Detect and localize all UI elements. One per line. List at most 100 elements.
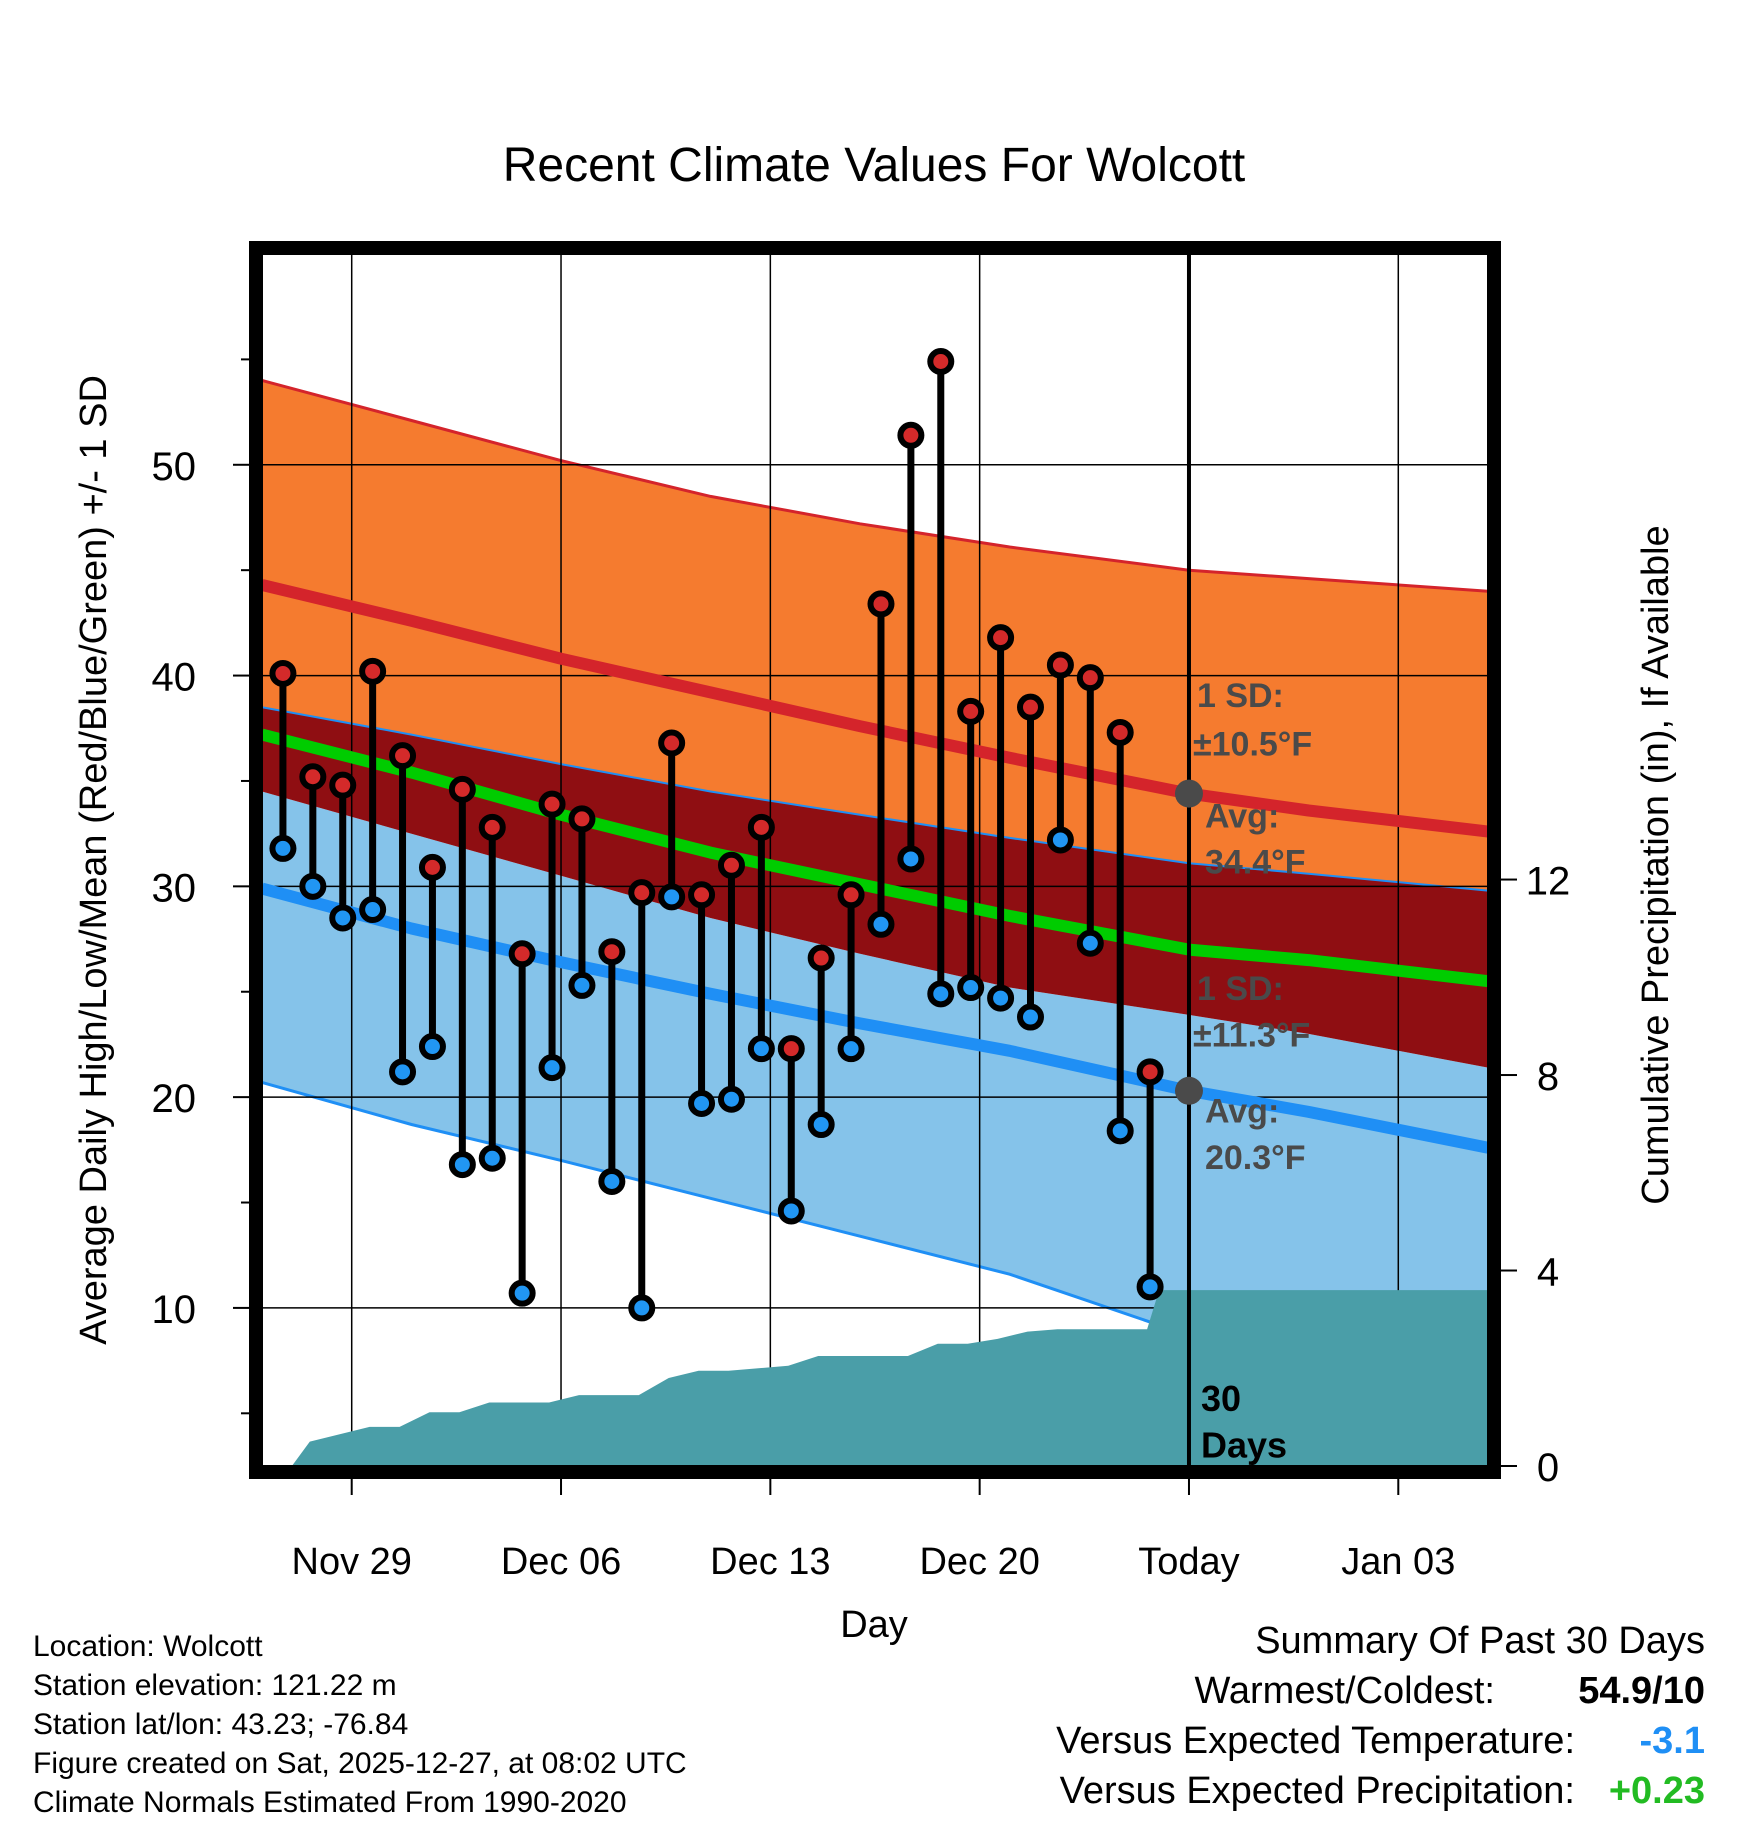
obs-low-point-9 <box>538 1054 566 1082</box>
high-sd-value: ±10.5°F <box>1193 726 1312 764</box>
y-tick-label-1: 20 <box>152 1077 197 1121</box>
summary-heading: Summary Of Past 30 Days <box>1255 1620 1705 1662</box>
obs-low-point-20 <box>867 910 895 938</box>
obs-low-point-28 <box>1106 1117 1134 1145</box>
obs-high-point-17 <box>777 1035 805 1063</box>
y-axis-label: Average Daily High/Low/Mean (Red/Blue/Gr… <box>73 375 115 1345</box>
obs-high-point-1 <box>299 763 327 791</box>
obs-high-point-26 <box>1046 651 1074 679</box>
obs-high-point-29 <box>1136 1058 1164 1086</box>
y2-tick-label-2: 8 <box>1537 1055 1559 1099</box>
high-avg-label: Avg: <box>1205 797 1279 835</box>
obs-low-point-14 <box>688 1089 716 1117</box>
obs-low-point-18 <box>807 1111 835 1139</box>
location-text: Location: Wolcott <box>33 1630 263 1663</box>
precip-area <box>291 1290 1488 1466</box>
obs-low-point-8 <box>508 1279 536 1307</box>
obs-high-point-14 <box>688 881 716 909</box>
high-avg-value: 34.4°F <box>1205 844 1306 882</box>
normal-high-line <box>262 579 1488 838</box>
x-axis-label: Day <box>840 1604 908 1646</box>
created-text: Figure created on Sat, 2025-12-27, at 08… <box>33 1747 687 1780</box>
obs-low-point-0 <box>269 834 297 862</box>
obs-low-point-15 <box>717 1085 745 1113</box>
obs-low-point-24 <box>987 984 1015 1012</box>
obs-low-point-23 <box>957 974 985 1002</box>
elevation-text: Station elevation: 121.22 m <box>33 1669 397 1702</box>
precip-label: Versus Expected Precipitation: <box>1059 1770 1575 1812</box>
obs-low-point-25 <box>1016 1003 1044 1031</box>
low-sd-label: 1 SD: <box>1197 970 1284 1008</box>
obs-low-point-7 <box>478 1144 506 1172</box>
x-tick-label-4: Today <box>1138 1541 1239 1583</box>
plot-frame <box>249 241 1501 1479</box>
low-sd-band <box>262 791 1488 1372</box>
chart-title: Recent Climate Values For Wolcott <box>503 139 1246 192</box>
obs-high-point-19 <box>837 881 865 909</box>
obs-high-point-18 <box>807 944 835 972</box>
obs-high-point-11 <box>598 938 626 966</box>
obs-low-point-1 <box>299 872 327 900</box>
obs-low-point-13 <box>658 883 686 911</box>
high-sd-band <box>262 380 1488 891</box>
temp-label: Versus Expected Temperature: <box>1056 1720 1575 1762</box>
obs-low-point-16 <box>747 1035 775 1063</box>
obs-low-point-19 <box>837 1035 865 1063</box>
obs-low-point-5 <box>418 1033 446 1061</box>
latlon-text: Station lat/lon: 43.23; -76.84 <box>33 1708 409 1741</box>
y2-tick-label-3: 12 <box>1526 860 1571 904</box>
obs-low-point-3 <box>359 896 387 924</box>
y-tick-label-0: 10 <box>152 1288 197 1332</box>
high-minus-sd-edge <box>262 706 1488 892</box>
x-tick-label-2: Dec 13 <box>710 1541 830 1583</box>
high-sd-label: 1 SD: <box>1197 677 1284 715</box>
low-sd-value: ±11.3°F <box>1193 1017 1310 1055</box>
summary-row-temp: Versus Expected Temperature: -3.1 <box>805 1720 1705 1770</box>
obs-low-point-22 <box>927 980 955 1008</box>
obs-low-point-6 <box>448 1151 476 1179</box>
x-tick-label-0: Nov 29 <box>292 1541 412 1583</box>
warm-cold-value: 54.9/10 <box>1578 1670 1705 1712</box>
y-tick-label-2: 30 <box>152 866 197 910</box>
y2-axis-label: Cumulative Precipitation (in), If Availa… <box>1635 525 1677 1204</box>
obs-high-point-12 <box>628 879 656 907</box>
obs-high-point-4 <box>389 742 417 770</box>
obs-high-point-20 <box>867 590 895 618</box>
obs-high-point-7 <box>478 813 506 841</box>
y2-tick-label-1: 4 <box>1537 1251 1559 1295</box>
y-tick-label-3: 40 <box>152 656 197 700</box>
summary-panel: Summary Of Past 30 Days Warmest/Coldest:… <box>805 1620 1705 1820</box>
obs-high-point-21 <box>897 421 925 449</box>
precip-anomaly-value: +0.23 <box>1608 1770 1705 1812</box>
obs-low-point-21 <box>897 845 925 873</box>
days-word-label: Days <box>1201 1425 1287 1466</box>
obs-high-point-27 <box>1076 664 1104 692</box>
obs-high-point-0 <box>269 659 297 687</box>
y2-tick-label-0: 0 <box>1537 1446 1559 1490</box>
plot-area: 1 SD: ±10.5°F Avg: 34.4°F 1 SD: ±11.3°F Avg: 20… <box>262 254 1488 1466</box>
low-avg-label: Avg: <box>1205 1092 1279 1130</box>
obs-high-point-10 <box>568 805 596 833</box>
obs-low-point-12 <box>628 1294 656 1322</box>
normals-text: Climate Normals Estimated From 1990-2020 <box>33 1786 627 1819</box>
warm-cold-label: Warmest/Coldest: <box>1194 1670 1495 1712</box>
obs-high-point-8 <box>508 940 536 968</box>
obs-low-point-17 <box>777 1197 805 1225</box>
obs-low-point-27 <box>1076 929 1104 957</box>
summary-row-precip: Versus Expected Precipitation: +0.23 <box>805 1770 1705 1820</box>
temp-anomaly-value: -3.1 <box>1639 1720 1705 1762</box>
obs-high-point-15 <box>717 851 745 879</box>
obs-low-point-26 <box>1046 826 1074 854</box>
obs-low-point-29 <box>1136 1273 1164 1301</box>
obs-high-point-9 <box>538 790 566 818</box>
x-tick-label-1: Dec 06 <box>501 1541 621 1583</box>
x-tick-label-5: Jan 03 <box>1341 1541 1455 1583</box>
low-avg-value: 20.3°F <box>1205 1139 1306 1177</box>
high-avg-marker <box>1174 779 1203 808</box>
obs-high-point-3 <box>359 657 387 685</box>
obs-low-point-4 <box>389 1058 417 1086</box>
low-avg-marker <box>1174 1076 1203 1105</box>
obs-high-point-23 <box>957 697 985 725</box>
obs-low-point-11 <box>598 1167 626 1195</box>
